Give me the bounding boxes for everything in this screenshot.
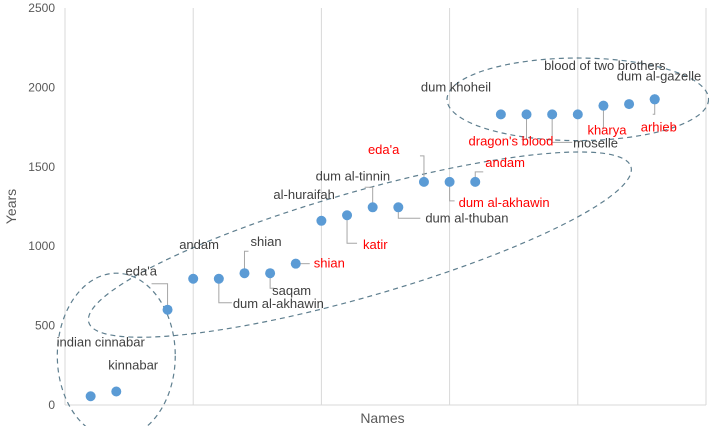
data-point <box>367 202 378 213</box>
data-point <box>85 391 96 402</box>
point-label: blood of two brothers <box>544 58 666 73</box>
point-label: dum al-thuban <box>425 210 508 225</box>
point-label: dum al-gazelle <box>617 68 702 83</box>
leader-line <box>551 114 573 143</box>
point-label: arhieb <box>641 119 677 134</box>
leader-line <box>419 155 425 182</box>
y-tick-label: 0 <box>48 398 55 412</box>
y-tick-label: 2500 <box>28 1 55 15</box>
data-point <box>572 109 583 120</box>
point-label: moselle <box>573 135 618 150</box>
data-point <box>598 100 609 111</box>
point-label: dum khoheil <box>421 79 491 94</box>
data-point <box>470 176 481 187</box>
point-label: dum al-akhawin <box>459 195 550 210</box>
leader-line <box>602 105 604 129</box>
grid-lines <box>64 8 707 406</box>
data-points <box>85 94 660 402</box>
point-label: indian cinnabar <box>57 334 146 349</box>
point-label: kharya <box>587 123 627 138</box>
leader-line <box>364 186 374 208</box>
y-tick-label: 500 <box>35 319 55 333</box>
data-point <box>162 304 173 315</box>
x-axis-title: Names <box>360 410 404 426</box>
point-label: al-huraifah <box>273 187 334 202</box>
data-point <box>547 109 558 120</box>
leader-line <box>346 215 358 244</box>
point-label: eda'a <box>126 264 158 279</box>
data-point <box>521 109 532 120</box>
y-axis-title: Years <box>3 189 19 224</box>
data-point <box>342 210 353 221</box>
leader-line <box>151 283 169 310</box>
data-point <box>188 273 199 284</box>
y-tick-label: 1000 <box>28 239 55 253</box>
point-label: dragon's blood <box>469 133 554 148</box>
y-tick-label: 1500 <box>28 160 55 174</box>
point-label: katir <box>363 237 388 252</box>
point-label: dum al-tinnin <box>316 168 390 183</box>
point-label: andam <box>485 155 525 170</box>
point-label: shian <box>250 234 281 249</box>
data-point <box>444 176 455 187</box>
y-axis-ticks: 0 500 1000 1500 2000 2500 <box>28 1 55 412</box>
cluster-early <box>56 272 176 426</box>
data-point <box>265 268 276 279</box>
data-point <box>495 109 506 120</box>
data-point <box>418 176 429 187</box>
data-point <box>111 386 122 397</box>
leader-line <box>218 278 232 304</box>
leader-line <box>521 114 528 140</box>
point-label: eda'a <box>368 142 400 157</box>
point-label: shian <box>314 256 345 271</box>
data-point <box>239 268 250 279</box>
point-labels: indian cinnabar kinnabar eda'a andam dum al-… <box>57 58 702 372</box>
leader-line <box>449 181 455 202</box>
data-point <box>213 273 224 284</box>
leader-line <box>243 250 249 274</box>
point-label: saqam <box>272 283 311 298</box>
label-leader-lines <box>151 99 656 310</box>
data-point <box>290 258 301 269</box>
point-label: andam <box>179 237 219 252</box>
point-label: dum al-akhawin <box>233 296 324 311</box>
cluster-middle <box>87 151 632 338</box>
data-point <box>393 202 404 213</box>
y-tick-label: 2000 <box>28 80 55 94</box>
data-point <box>649 94 660 105</box>
data-point <box>624 99 635 110</box>
data-point <box>316 215 327 226</box>
point-label: kinnabar <box>108 358 159 373</box>
